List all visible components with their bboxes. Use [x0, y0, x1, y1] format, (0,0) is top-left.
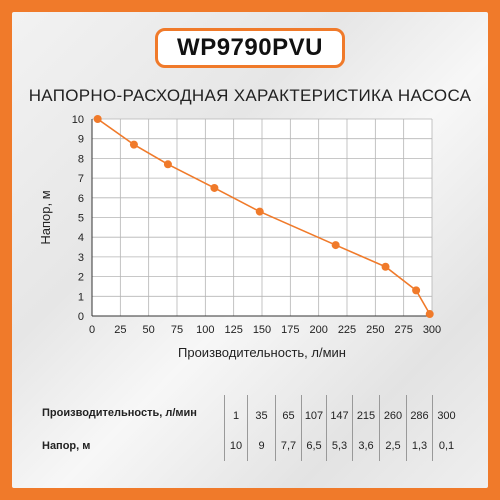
row-label: Производительность, л/мин — [42, 407, 197, 419]
x-tick-label: 275 — [394, 324, 412, 336]
table-cell: 6,5 — [301, 431, 327, 461]
x-tick-label: 100 — [196, 324, 214, 336]
x-tick-label: 75 — [171, 324, 183, 336]
y-axis-label: Напор, м — [38, 190, 53, 244]
table-cell: 147 — [326, 395, 353, 431]
table-cell: 260 — [379, 395, 407, 431]
table-cell: 10 — [224, 431, 248, 461]
table-cell: 1 — [224, 395, 248, 431]
y-tick-label: 4 — [78, 232, 84, 244]
table-cell: 286 — [406, 395, 433, 431]
data-point — [425, 310, 434, 319]
table-cell: 9 — [247, 431, 276, 461]
x-tick-label: 250 — [366, 324, 384, 336]
x-axis-label: Производительность, л/мин — [178, 345, 346, 360]
data-point — [412, 286, 421, 295]
y-tick-label: 0 — [78, 311, 84, 323]
data-point — [331, 241, 340, 250]
y-tick-label: 5 — [78, 213, 84, 225]
table-cell: 65 — [275, 395, 302, 431]
x-tick-label: 200 — [309, 324, 327, 336]
data-point — [210, 183, 219, 192]
data-point — [381, 262, 390, 271]
y-tick-label: 3 — [78, 252, 84, 264]
x-tick-label: 150 — [253, 324, 271, 336]
y-tick-label: 6 — [78, 193, 84, 205]
table-row: Напор, м 10 9 7,7 6,5 5,3 3,6 2,5 1,3 0,1 — [42, 431, 460, 461]
table-cell: 3,6 — [352, 431, 380, 461]
x-tick-label: 125 — [224, 324, 242, 336]
table-cell: 0,1 — [432, 431, 460, 461]
x-tick-label: 175 — [281, 324, 299, 336]
x-tick-label: 225 — [338, 324, 356, 336]
table-cell: 7,7 — [275, 431, 302, 461]
y-tick-label: 7 — [78, 173, 84, 185]
y-tick-label: 9 — [78, 134, 84, 146]
row-label: Напор, м — [42, 440, 91, 452]
x-tick-label: 0 — [89, 324, 95, 336]
y-tick-label: 2 — [78, 272, 84, 284]
data-point — [255, 207, 264, 216]
data-point — [129, 140, 138, 149]
table-cell: 215 — [352, 395, 380, 431]
table-cell: 5,3 — [326, 431, 353, 461]
model-badge: WP9790PVU — [155, 28, 345, 68]
table-cell: 300 — [432, 395, 460, 431]
table-cell: 1,3 — [406, 431, 433, 461]
data-table: Производительность, л/мин 1 35 65 107 147 215 2… — [42, 395, 460, 461]
table-row: Производительность, л/мин 1 35 65 107 147 215 2… — [42, 395, 460, 431]
x-tick-label: 50 — [143, 324, 155, 336]
table-cell: 107 — [301, 395, 327, 431]
table-cell: 2,5 — [379, 431, 407, 461]
chart-title: НАПОРНО-РАСХОДНАЯ ХАРАКТЕРИСТИКА НАСОСА — [28, 86, 472, 105]
data-point — [93, 115, 102, 123]
model-name: WP9790PVU — [177, 34, 323, 61]
y-tick-label: 1 — [78, 291, 84, 303]
y-tick-label: 8 — [78, 153, 84, 165]
y-tick-label: 10 — [72, 114, 84, 126]
x-tick-label: 25 — [114, 324, 126, 336]
x-tick-label: 300 — [423, 324, 441, 336]
data-point — [163, 160, 172, 169]
table-cell: 35 — [247, 395, 276, 431]
